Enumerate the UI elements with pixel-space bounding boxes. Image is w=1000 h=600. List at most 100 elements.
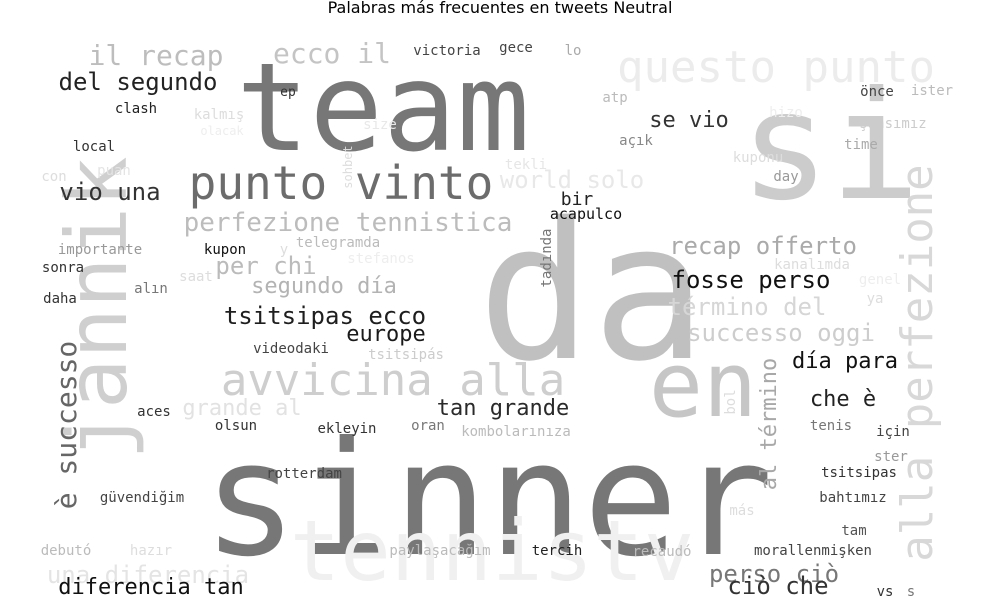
word-más: más (729, 503, 754, 519)
word-bir: bir (561, 189, 594, 210)
word-alla-perfezione: alla perfezione (892, 164, 943, 561)
word-perfezione-tennistica: perfezione tennistica (184, 208, 513, 238)
word-olsun: olsun (215, 418, 257, 434)
word-lo: lo (565, 43, 582, 59)
word-diferencia-tan: diferencia tan (58, 575, 243, 600)
word-cloud: sinner da si team jannik en tennistv questo pun… (38, 18, 963, 600)
word-sohbet: sohbet (341, 145, 355, 188)
word-olacak: olacak (200, 124, 244, 138)
word-önce: önce (860, 84, 894, 100)
word-time: time (844, 137, 878, 153)
word-término-del: término del (668, 293, 827, 321)
word-s: s (907, 584, 915, 600)
word-gece: gece (499, 40, 533, 56)
word-ekleyin: ekleyin (317, 421, 376, 437)
word-tennistv: tennistv (290, 502, 695, 600)
word-debutó: debutó (41, 543, 92, 559)
chart-title: Palabras más frecuentes en tweets Neutra… (327, 0, 673, 17)
word-oran: oran (411, 418, 445, 434)
word-europe: europe (346, 322, 425, 347)
word-con: con (41, 169, 66, 185)
word-şansımız: şansımız (859, 116, 926, 132)
word-hazır: hazır (130, 543, 172, 559)
word-acapulco: acapulco (550, 205, 622, 223)
word-tsitsipas: tsitsipas (821, 465, 897, 481)
word-al-término: al término (757, 358, 782, 490)
word-día-para: día para (792, 349, 898, 374)
word-size: size (363, 117, 397, 133)
word-açık: açık (619, 133, 653, 149)
word-morallenmişken: morallenmişken (754, 543, 872, 559)
word-tsitsipas-ecco: tsitsipas ecco (224, 302, 426, 330)
word-ciò-che: ciò che (727, 572, 828, 600)
word-için: için (876, 424, 910, 440)
word-genel: genel (859, 272, 901, 288)
word-tercih: tercih (532, 543, 583, 559)
word-bahtımız: bahtımız (819, 490, 886, 506)
word-recap-offerto: recap offerto (669, 232, 857, 260)
word-punto-vinto: punto vinto (189, 156, 494, 210)
word-tenis: tenis (810, 418, 852, 434)
word-en: en (649, 333, 757, 438)
word-stefanos: stefanos (347, 251, 414, 267)
word-è-successo: è successo (50, 341, 83, 510)
word-y: y (280, 242, 288, 258)
word-ster: ster (874, 449, 908, 465)
word-atp: atp (602, 90, 627, 106)
word-vio-una: vio una (59, 178, 160, 206)
word-tan-grande: tan grande (437, 396, 569, 421)
word-ya: ya (867, 291, 884, 307)
word-una-diferencia: una diferencia (47, 561, 249, 589)
word-hizo: hizo (769, 105, 803, 121)
word-tekli: tekli (505, 157, 547, 173)
word-se-vio: se vio (649, 108, 728, 133)
word-bol: bol (723, 389, 739, 414)
word-fosse-perso: fosse perso (672, 266, 831, 294)
word-daha: daha (43, 291, 77, 307)
word-si: si (740, 60, 921, 234)
word-ister: ister (911, 83, 953, 99)
word-importante: importante (58, 242, 142, 258)
word-da: da (478, 182, 707, 403)
word-day: day (773, 169, 798, 185)
word-telegramda: telegramda (296, 235, 380, 251)
word-successo-oggi: successo oggi (687, 319, 875, 347)
word-ecco-il: ecco il (273, 37, 391, 70)
word-paylaşacağım: paylaşacağım (389, 543, 490, 559)
word-team: team (236, 37, 530, 179)
word-sinner: sinner (203, 408, 774, 592)
word-clash: clash (115, 101, 157, 117)
word-victoria: victoria (413, 43, 480, 59)
word-world-solo: world solo (500, 166, 645, 194)
word-avvicina-alla: avvicina alla (221, 355, 565, 406)
word-rotterdam: rotterdam (266, 466, 342, 482)
word-recaudó: recaudó (632, 544, 691, 560)
word-kanalımda: kanalımda (774, 257, 850, 273)
word-tam: tam (841, 523, 866, 539)
word-kupon: kupon (204, 242, 246, 258)
word-kombolarınıza: kombolarınıza (461, 424, 571, 440)
word-segundo-día: segundo día (251, 274, 397, 299)
word-perso-ciò: perso ciò (709, 560, 839, 588)
word-kalmış: kalmış (194, 107, 245, 123)
word-del-segundo: del segundo (59, 68, 218, 96)
word-aces: aces (137, 404, 171, 420)
word-alın: alın (134, 281, 168, 297)
word-per-chi: per chi (215, 252, 316, 280)
word-il-recap: il recap (89, 39, 224, 72)
word-sonra: sonra (42, 260, 84, 276)
word-ep: ep (280, 85, 296, 100)
word-jannik: jannik (48, 156, 146, 459)
word-tadında: tadında (539, 228, 555, 287)
word-che-è: che è (810, 387, 876, 412)
word-güvendiğim: güvendiğim (100, 490, 184, 506)
word-puan: puan (97, 163, 131, 179)
word-tsitsipás: tsitsipás (368, 347, 444, 363)
word-grande-al: grande al (182, 396, 301, 421)
word-local: local (73, 139, 115, 155)
word-videodaki: videodaki (253, 341, 329, 357)
word-kuponu: kuponu (733, 150, 784, 166)
word-questo-punto: questo punto (617, 42, 935, 93)
word-saat: saat (179, 269, 213, 285)
